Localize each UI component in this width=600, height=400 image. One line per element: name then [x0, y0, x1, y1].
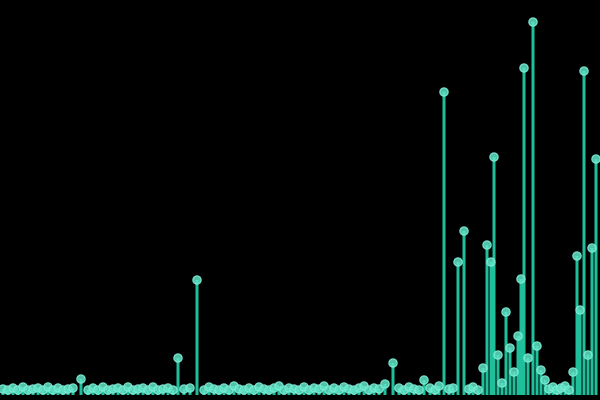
stem-marker — [439, 87, 449, 97]
stem-marker — [591, 154, 600, 164]
stem-marker — [513, 331, 523, 341]
stem-marker — [419, 375, 429, 385]
stem-marker — [568, 367, 578, 377]
stem-marker — [516, 274, 526, 284]
stem-marker — [414, 385, 424, 395]
stem-marker — [453, 257, 463, 267]
stem-marker — [579, 66, 589, 76]
stem-marker — [473, 385, 483, 395]
stem-marker — [434, 381, 444, 391]
stem-marker — [380, 379, 390, 389]
stem-marker — [523, 353, 533, 363]
stem-marker — [536, 365, 546, 375]
stem-marker — [572, 251, 582, 261]
stem-marker — [493, 350, 503, 360]
stem-marker — [192, 275, 202, 285]
stem-marker — [478, 363, 488, 373]
stem-marker — [532, 341, 542, 351]
stem-marker — [168, 385, 178, 395]
stem-marker — [528, 17, 538, 27]
stem-marker — [482, 240, 492, 250]
stem-marker — [173, 353, 183, 363]
stem-marker — [489, 152, 499, 162]
stem-marker — [509, 367, 519, 377]
stem-marker — [501, 307, 511, 317]
stem-marker — [505, 343, 515, 353]
stem-marker — [587, 243, 597, 253]
stem-marker — [68, 383, 78, 393]
stem-marker — [540, 375, 550, 385]
stem-marker — [486, 257, 496, 267]
stem-marker — [388, 358, 398, 368]
stem-marker — [497, 378, 507, 388]
stem-marker — [374, 384, 384, 394]
stem-marker — [583, 350, 593, 360]
stem-marker — [459, 226, 469, 236]
stem-markers-group — [0, 17, 600, 395]
stem-marker — [564, 385, 574, 395]
stem-marker — [448, 383, 458, 393]
stem-marker — [575, 305, 585, 315]
stem-marker — [185, 383, 195, 393]
stem-marker — [519, 63, 529, 73]
stem-marker — [76, 374, 86, 384]
